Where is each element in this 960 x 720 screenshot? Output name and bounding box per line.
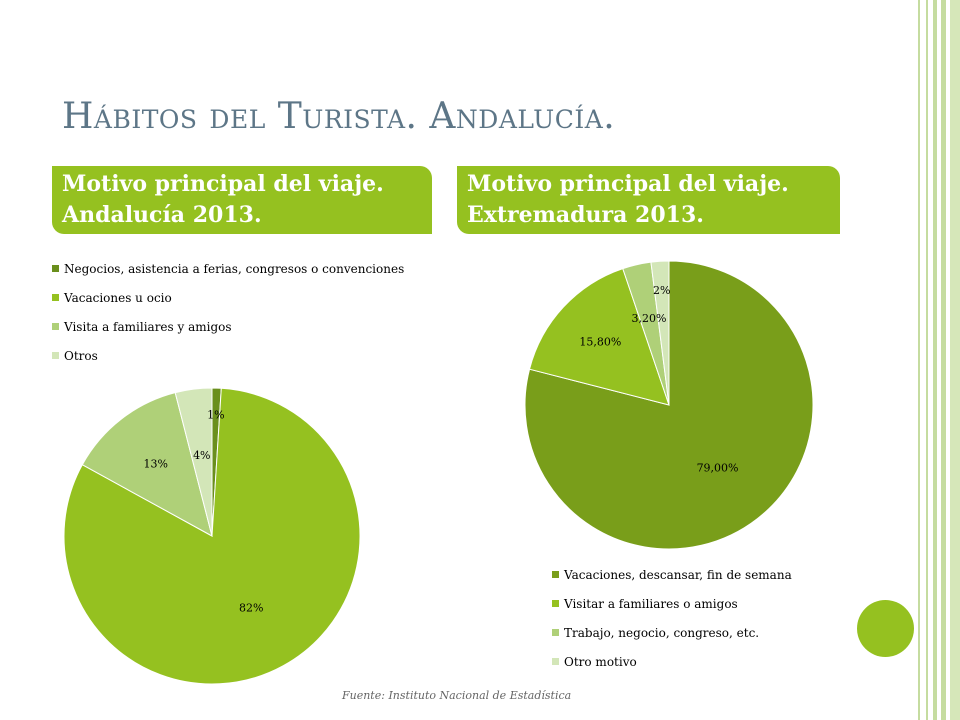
legend-swatch [552, 629, 559, 636]
pie-slice [174, 387, 213, 537]
decorative-circle [857, 600, 914, 657]
pie-chart-andalucia: 1% 82% 13% 4% [63, 387, 361, 685]
frame-line [918, 0, 920, 720]
legend-swatch [552, 600, 559, 607]
legend-item: Otro motivo [552, 647, 792, 676]
data-label: 79,00% [697, 462, 739, 475]
legend-andalucia: Negocios, asistencia a ferias, congresos… [52, 254, 404, 370]
legend-swatch [52, 323, 59, 330]
legend-item: Visitar a familiares o amigos [552, 589, 792, 618]
chart-title-andalucia: Motivo principal del viaje. Andalucía 20… [52, 166, 432, 234]
legend-item: Otros [52, 341, 404, 370]
data-label: 82% [239, 601, 263, 614]
data-label: 15,80% [579, 335, 621, 348]
legend-label: Otro motivo [564, 654, 637, 669]
data-label: 13% [144, 457, 168, 470]
frame-line [950, 0, 960, 720]
legend-label: Negocios, asistencia a ferias, congresos… [64, 261, 405, 276]
legend-item: Vacaciones u ocio [52, 283, 404, 312]
frame-line [941, 0, 946, 720]
pie-chart-extremadura: 79,00% 15,80% 3,20% 2% [524, 260, 814, 550]
pie-slice [650, 260, 670, 406]
legend-label: Visita a familiares y amigos [64, 319, 232, 334]
data-label: 4% [193, 449, 210, 462]
legend-swatch [552, 658, 559, 665]
legend-extremadura: Vacaciones, descansar, fin de semana Vis… [552, 560, 792, 676]
frame-line [926, 0, 928, 720]
data-label: 2% [653, 284, 670, 297]
source-note: Fuente: Instituto Nacional de Estadístic… [342, 689, 572, 702]
data-label: 1% [207, 409, 224, 422]
legend-item: Visita a familiares y amigos [52, 312, 404, 341]
legend-label: Trabajo, negocio, congreso, etc. [564, 625, 760, 640]
legend-swatch [52, 352, 59, 359]
chart-title-extremadura: Motivo principal del viaje. Extremadura … [457, 166, 840, 234]
legend-label: Visitar a familiares o amigos [564, 596, 738, 611]
legend-swatch [552, 571, 559, 578]
data-label: 3,20% [632, 312, 667, 325]
legend-item: Trabajo, negocio, congreso, etc. [552, 618, 792, 647]
legend-item: Vacaciones, descansar, fin de semana [552, 560, 792, 589]
frame-line [933, 0, 937, 720]
slide-title: Hábitos del Turista. Andalucía. [62, 96, 616, 137]
legend-item: Negocios, asistencia a ferias, congresos… [52, 254, 404, 283]
legend-label: Vacaciones, descansar, fin de semana [564, 567, 792, 582]
pie-slice [81, 392, 213, 537]
legend-swatch [52, 265, 59, 272]
legend-label: Vacaciones u ocio [64, 290, 172, 305]
legend-label: Otros [64, 348, 98, 363]
legend-swatch [52, 294, 59, 301]
